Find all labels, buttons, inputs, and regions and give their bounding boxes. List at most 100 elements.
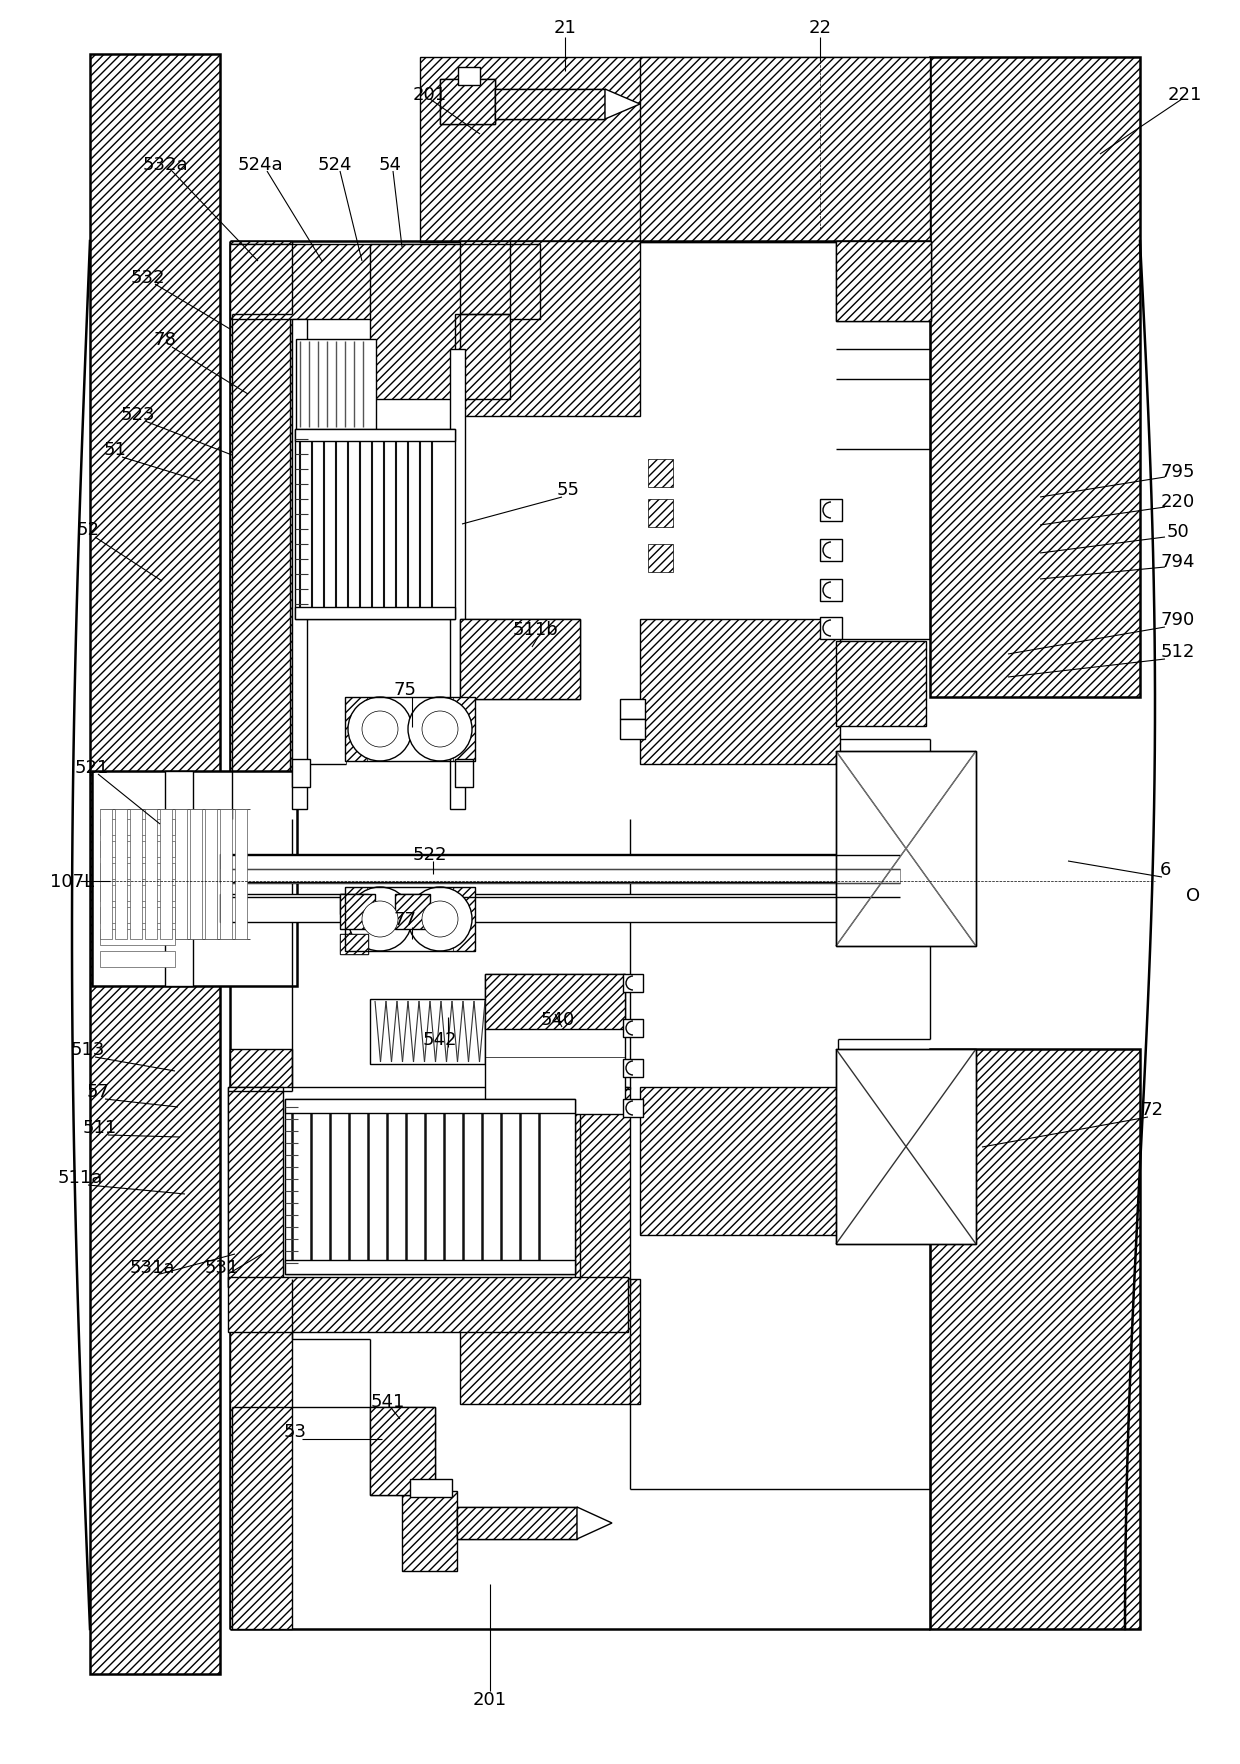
Bar xyxy=(295,607,455,619)
Bar xyxy=(649,545,673,573)
Bar xyxy=(228,1087,627,1288)
Bar xyxy=(340,935,368,954)
Circle shape xyxy=(408,697,472,762)
Text: 521: 521 xyxy=(74,759,109,776)
Circle shape xyxy=(362,711,398,748)
Bar xyxy=(229,245,539,319)
Circle shape xyxy=(348,887,412,951)
Bar xyxy=(622,1060,644,1078)
Bar xyxy=(820,540,842,561)
Bar xyxy=(622,1099,644,1117)
Text: 220: 220 xyxy=(1161,492,1195,512)
Bar xyxy=(820,499,842,522)
Bar xyxy=(130,810,143,940)
Bar xyxy=(930,58,1140,697)
Bar xyxy=(228,1277,627,1332)
Bar xyxy=(458,69,480,86)
Bar xyxy=(100,951,175,967)
Bar xyxy=(165,771,193,986)
Bar xyxy=(370,1408,435,1496)
Text: 794: 794 xyxy=(1161,552,1195,572)
Bar xyxy=(340,894,368,914)
Bar xyxy=(236,810,247,940)
Text: 511b: 511b xyxy=(512,621,558,639)
Bar xyxy=(100,841,175,857)
Text: 532a: 532a xyxy=(143,155,187,175)
Polygon shape xyxy=(577,1506,613,1540)
Text: 524: 524 xyxy=(317,155,352,175)
Bar xyxy=(440,79,495,125)
Bar xyxy=(836,1050,976,1244)
Bar xyxy=(930,1050,1140,1630)
Bar xyxy=(229,1050,291,1630)
Bar xyxy=(820,580,842,602)
Text: 53: 53 xyxy=(284,1422,306,1439)
Bar xyxy=(115,810,126,940)
Text: 201: 201 xyxy=(472,1690,507,1708)
Text: 513: 513 xyxy=(71,1041,105,1058)
Bar xyxy=(190,810,202,940)
Text: 57: 57 xyxy=(87,1083,109,1101)
Bar xyxy=(836,242,931,321)
Circle shape xyxy=(348,697,412,762)
Bar xyxy=(345,887,367,951)
Bar xyxy=(836,751,976,947)
Bar xyxy=(100,930,175,946)
Bar xyxy=(455,760,472,787)
Text: 511: 511 xyxy=(83,1118,117,1136)
Bar xyxy=(460,1279,640,1404)
Bar xyxy=(453,887,475,951)
Bar xyxy=(455,314,510,400)
Text: 51: 51 xyxy=(104,441,126,459)
Text: 541: 541 xyxy=(371,1392,405,1409)
Bar xyxy=(620,700,645,720)
Bar xyxy=(370,1408,435,1496)
Bar xyxy=(295,430,455,441)
Bar xyxy=(836,642,926,727)
Circle shape xyxy=(422,901,458,937)
Bar xyxy=(458,1506,577,1540)
Text: 221: 221 xyxy=(1168,86,1203,104)
Bar xyxy=(205,810,217,940)
Bar xyxy=(820,617,842,640)
Bar xyxy=(460,242,640,416)
Bar xyxy=(640,1087,839,1235)
Bar xyxy=(175,810,187,940)
Text: 790: 790 xyxy=(1161,610,1195,628)
Text: 22: 22 xyxy=(808,19,832,37)
Text: 540: 540 xyxy=(541,1011,575,1028)
Bar xyxy=(396,894,430,930)
Bar xyxy=(453,697,475,762)
Text: 512: 512 xyxy=(1161,642,1195,662)
Bar xyxy=(219,854,900,882)
Bar xyxy=(160,810,172,940)
Bar xyxy=(340,894,368,914)
Bar xyxy=(145,810,157,940)
Text: 531: 531 xyxy=(205,1258,239,1277)
Bar xyxy=(100,820,175,836)
Bar xyxy=(100,886,175,901)
Bar xyxy=(229,245,290,824)
Bar xyxy=(291,760,310,787)
Bar xyxy=(219,810,232,940)
Bar xyxy=(640,58,930,243)
Text: 201: 201 xyxy=(413,86,448,104)
Bar xyxy=(296,340,376,430)
Bar xyxy=(100,907,175,924)
Bar xyxy=(402,1491,458,1572)
Bar xyxy=(340,935,368,954)
Text: 6: 6 xyxy=(1159,861,1171,878)
Text: 55: 55 xyxy=(557,482,579,499)
Bar xyxy=(345,697,367,762)
Text: 795: 795 xyxy=(1161,462,1195,482)
Bar xyxy=(575,1087,630,1288)
Bar xyxy=(295,430,455,619)
Bar xyxy=(285,1259,575,1274)
Text: 522: 522 xyxy=(413,845,448,864)
Text: 78: 78 xyxy=(154,332,176,349)
Bar xyxy=(291,319,308,810)
Bar xyxy=(622,974,644,993)
Text: 523: 523 xyxy=(120,406,155,423)
Text: 77: 77 xyxy=(393,910,417,928)
Bar xyxy=(485,974,625,1030)
